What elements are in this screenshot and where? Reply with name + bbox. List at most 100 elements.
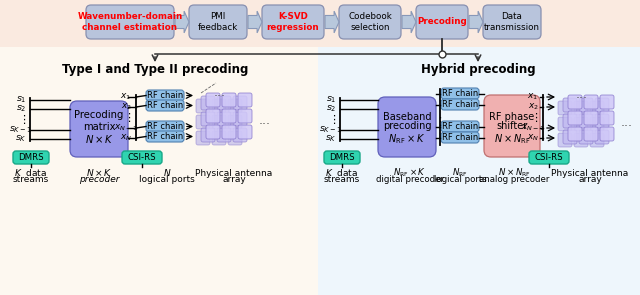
FancyBboxPatch shape (584, 95, 598, 109)
Text: precoder: precoder (79, 176, 119, 184)
Text: analog precoder: analog precoder (479, 176, 549, 184)
FancyBboxPatch shape (212, 131, 226, 145)
FancyBboxPatch shape (222, 93, 236, 107)
Text: $N_{\rm RF}\times K$: $N_{\rm RF}\times K$ (388, 132, 426, 146)
Polygon shape (325, 11, 339, 33)
FancyBboxPatch shape (600, 95, 614, 109)
FancyBboxPatch shape (228, 115, 242, 129)
Text: RF chain: RF chain (442, 133, 478, 142)
FancyBboxPatch shape (584, 127, 598, 141)
FancyBboxPatch shape (558, 133, 572, 147)
FancyBboxPatch shape (233, 96, 247, 110)
FancyBboxPatch shape (595, 130, 609, 144)
FancyBboxPatch shape (217, 112, 231, 126)
FancyBboxPatch shape (324, 151, 360, 164)
Text: Type I and Type II precoding: Type I and Type II precoding (62, 63, 248, 76)
FancyBboxPatch shape (574, 101, 588, 115)
FancyBboxPatch shape (579, 98, 593, 112)
Text: $x_{N-1}$: $x_{N-1}$ (115, 123, 138, 133)
Text: Wavenumber-domain
channel estimation: Wavenumber-domain channel estimation (77, 12, 182, 32)
FancyBboxPatch shape (339, 5, 401, 39)
FancyBboxPatch shape (201, 112, 215, 126)
Polygon shape (248, 11, 262, 33)
FancyBboxPatch shape (212, 99, 226, 113)
FancyBboxPatch shape (574, 117, 588, 131)
FancyBboxPatch shape (206, 93, 220, 107)
Text: PMI
feedback: PMI feedback (198, 12, 238, 32)
Bar (0, 0, 640, 47)
Text: $s_K$: $s_K$ (325, 134, 337, 144)
Text: Physical antenna: Physical antenna (195, 168, 273, 178)
FancyBboxPatch shape (595, 98, 609, 112)
Text: $s_2$: $s_2$ (16, 104, 26, 114)
Text: RF chain: RF chain (147, 101, 183, 110)
FancyBboxPatch shape (529, 151, 569, 164)
Text: $x_N$: $x_N$ (120, 133, 132, 143)
FancyBboxPatch shape (206, 125, 220, 139)
FancyBboxPatch shape (222, 109, 236, 123)
Polygon shape (175, 11, 189, 33)
Text: RF chain: RF chain (442, 89, 478, 98)
Text: array: array (222, 176, 246, 184)
FancyBboxPatch shape (122, 151, 162, 164)
FancyBboxPatch shape (228, 99, 242, 113)
FancyBboxPatch shape (584, 111, 598, 125)
Text: $s_2$: $s_2$ (326, 104, 336, 114)
Text: $\vdots$: $\vdots$ (18, 113, 26, 126)
Text: ...: ... (621, 116, 633, 129)
FancyBboxPatch shape (222, 125, 236, 139)
FancyBboxPatch shape (574, 133, 588, 147)
Text: DMRS: DMRS (329, 153, 355, 162)
Text: array: array (578, 176, 602, 184)
FancyBboxPatch shape (146, 100, 184, 111)
Text: $x_N$: $x_N$ (527, 133, 539, 143)
FancyBboxPatch shape (201, 128, 215, 142)
FancyBboxPatch shape (558, 101, 572, 115)
FancyBboxPatch shape (196, 99, 210, 113)
Text: $x_2$: $x_2$ (120, 102, 131, 112)
Text: Physical antenna: Physical antenna (552, 168, 628, 178)
FancyBboxPatch shape (262, 5, 324, 39)
Text: $\vdots$: $\vdots$ (530, 111, 538, 124)
Polygon shape (469, 11, 483, 33)
Text: $N\times K$: $N\times K$ (86, 168, 112, 178)
FancyBboxPatch shape (146, 121, 184, 132)
Text: $x_{N-1}$: $x_{N-1}$ (521, 123, 545, 133)
FancyBboxPatch shape (217, 96, 231, 110)
FancyBboxPatch shape (146, 131, 184, 142)
Bar (0, 47, 318, 295)
FancyBboxPatch shape (484, 95, 540, 157)
Text: digital precoder: digital precoder (376, 176, 444, 184)
FancyBboxPatch shape (558, 117, 572, 131)
FancyBboxPatch shape (233, 112, 247, 126)
FancyBboxPatch shape (568, 95, 582, 109)
FancyBboxPatch shape (196, 115, 210, 129)
FancyBboxPatch shape (86, 5, 174, 39)
Text: Precoding: Precoding (417, 17, 467, 27)
FancyBboxPatch shape (568, 111, 582, 125)
FancyBboxPatch shape (238, 93, 252, 107)
FancyBboxPatch shape (595, 114, 609, 128)
Text: logical ports: logical ports (434, 176, 486, 184)
Text: CSI-RS: CSI-RS (128, 153, 156, 162)
Text: $\vdots$: $\vdots$ (328, 113, 336, 126)
FancyBboxPatch shape (146, 90, 184, 101)
FancyBboxPatch shape (441, 132, 479, 143)
FancyBboxPatch shape (441, 99, 479, 110)
FancyBboxPatch shape (13, 151, 49, 164)
FancyBboxPatch shape (441, 121, 479, 132)
FancyBboxPatch shape (212, 115, 226, 129)
Text: $\vdots$: $\vdots$ (434, 114, 442, 127)
FancyBboxPatch shape (228, 131, 242, 145)
Text: $N\times N_{\rm RF}$: $N\times N_{\rm RF}$ (498, 167, 531, 179)
Text: $s_1$: $s_1$ (326, 95, 336, 105)
Text: RF chain: RF chain (147, 132, 183, 141)
Text: ...: ... (576, 88, 588, 101)
Text: RF chain: RF chain (442, 100, 478, 109)
FancyBboxPatch shape (590, 133, 604, 147)
FancyBboxPatch shape (483, 5, 541, 39)
FancyBboxPatch shape (563, 114, 577, 128)
FancyBboxPatch shape (217, 128, 231, 142)
Text: $N_{\rm RF}\times K$: $N_{\rm RF}\times K$ (394, 167, 427, 179)
Text: ...: ... (214, 86, 226, 99)
